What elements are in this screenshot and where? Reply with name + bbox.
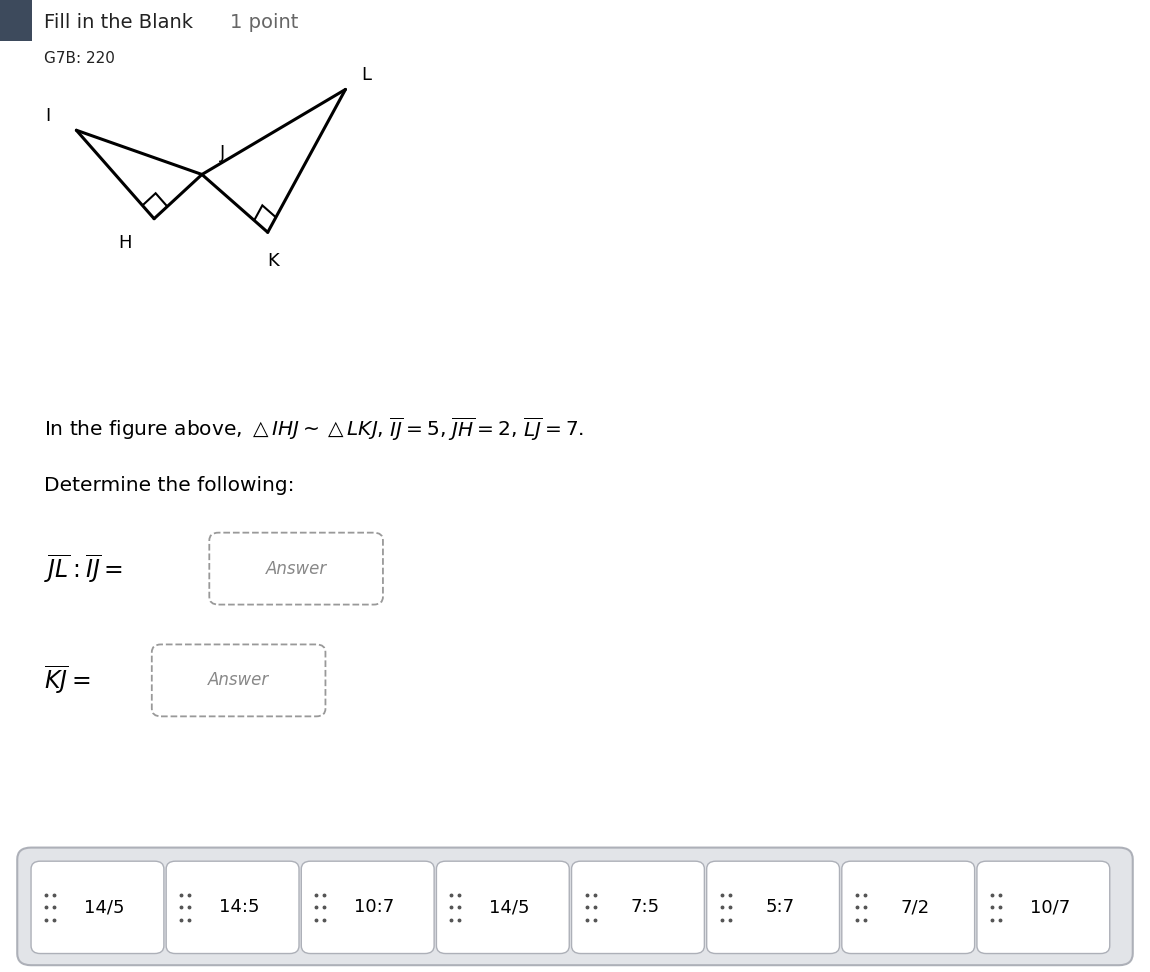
FancyBboxPatch shape	[166, 861, 299, 954]
Text: 7/2: 7/2	[900, 898, 929, 917]
Text: 5:7: 5:7	[766, 898, 795, 917]
Text: 1 point: 1 point	[230, 13, 298, 32]
FancyBboxPatch shape	[436, 861, 569, 954]
FancyBboxPatch shape	[31, 861, 164, 954]
Text: Fill in the Blank: Fill in the Blank	[44, 13, 193, 32]
Text: In the figure above, $\triangle IHJ \sim \triangle LKJ$, $\overline{IJ}=5$, $\ov: In the figure above, $\triangle IHJ \sim…	[44, 415, 584, 442]
FancyBboxPatch shape	[209, 533, 383, 605]
FancyBboxPatch shape	[301, 861, 435, 954]
Text: 10:7: 10:7	[354, 898, 394, 917]
FancyBboxPatch shape	[0, 0, 32, 41]
FancyBboxPatch shape	[842, 861, 974, 954]
Text: K: K	[268, 253, 279, 270]
Text: Answer: Answer	[208, 672, 269, 689]
Text: 14:5: 14:5	[220, 898, 260, 917]
Text: L: L	[361, 66, 371, 84]
Text: H: H	[118, 234, 132, 252]
Text: $\overline{JL}:\overline{IJ}=$: $\overline{JL}:\overline{IJ}=$	[44, 552, 123, 585]
Text: 7:5: 7:5	[630, 898, 659, 917]
Text: 14/5: 14/5	[490, 898, 530, 917]
Text: $\overline{KJ}=$: $\overline{KJ}=$	[44, 664, 90, 697]
FancyBboxPatch shape	[572, 861, 704, 954]
Text: G7B: 220: G7B: 220	[44, 51, 115, 65]
FancyBboxPatch shape	[152, 644, 325, 716]
Text: Determine the following:: Determine the following:	[44, 476, 294, 496]
FancyBboxPatch shape	[17, 848, 1133, 965]
Text: 10/7: 10/7	[1030, 898, 1071, 917]
FancyBboxPatch shape	[706, 861, 840, 954]
Text: I: I	[45, 107, 51, 124]
Text: Answer: Answer	[266, 560, 327, 577]
Text: J: J	[220, 144, 225, 162]
FancyBboxPatch shape	[978, 861, 1110, 954]
Text: 14/5: 14/5	[84, 898, 124, 917]
